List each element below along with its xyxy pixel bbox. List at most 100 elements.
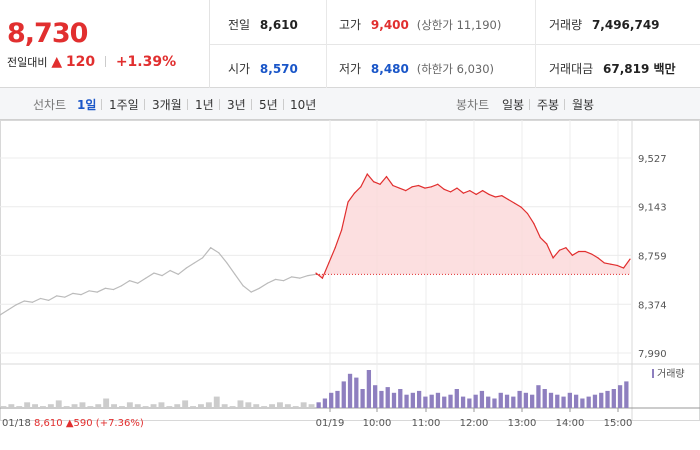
prev-day-point	[56, 295, 58, 297]
today-point	[520, 206, 522, 208]
up-arrow-icon: ▲	[51, 54, 63, 70]
today-point	[475, 193, 477, 196]
tab-divider	[187, 99, 188, 110]
volume-bar-today	[561, 396, 566, 408]
y-tick-label: 9,527	[638, 154, 667, 165]
volume-bar-prev	[229, 406, 236, 408]
volume-bar-today	[385, 387, 390, 408]
tab-divider	[101, 99, 102, 110]
tab-monthly-candle[interactable]: 월봉	[572, 98, 595, 112]
prev-day-point	[282, 280, 285, 282]
today-point	[546, 243, 548, 245]
volume-bar-today	[486, 396, 491, 408]
today-point	[558, 249, 561, 251]
today-point	[616, 264, 618, 267]
volume-bar-prev	[198, 404, 204, 408]
volume-bar-today	[536, 385, 541, 408]
candle-chart-header: 봉차트	[456, 98, 490, 112]
open-value: 8,570	[259, 62, 298, 76]
low-label: 저가	[339, 62, 362, 76]
volume-bar-today	[366, 370, 372, 408]
tab-3y[interactable]: 3년	[227, 98, 246, 112]
lower-limit: (하한가 6,030)	[416, 62, 495, 76]
volume-bar-prev	[55, 400, 62, 408]
volume-bar-today	[530, 394, 535, 408]
volume-bar-today	[429, 394, 434, 408]
volume-legend-label: 거래량	[657, 368, 685, 380]
today-point	[584, 250, 586, 253]
tab-divider	[251, 99, 252, 110]
today-point	[488, 193, 490, 196]
prev-day-point	[120, 285, 123, 287]
prev-close: 전일 8,610	[228, 16, 298, 33]
today-point	[629, 258, 631, 260]
tab-daily-candle[interactable]: 일봉	[502, 98, 525, 112]
today-point	[417, 184, 420, 187]
today-point	[539, 236, 541, 239]
tab-divider	[529, 99, 530, 110]
tab-5y[interactable]: 5년	[259, 98, 278, 112]
today-point	[373, 181, 375, 183]
prev-day-point	[185, 267, 187, 269]
today-point	[341, 229, 343, 231]
volume-bar-today	[592, 394, 598, 408]
today-point	[610, 263, 612, 265]
low-price: 저가 8,480 (하한가 6,030)	[339, 60, 494, 77]
today-point	[315, 272, 317, 274]
today-point	[411, 186, 413, 188]
chart-tab-bar: 선차트 1일 1주일 3개월 1년 3년 5년 10년 봉차트 일봉 주봉 월봉	[0, 88, 700, 120]
volume-bar-prev	[8, 404, 15, 408]
high-price: 고가 9,400 (상한가 11,190)	[339, 16, 501, 33]
volume-bar-today	[479, 390, 485, 408]
prev-day-caption: 01/18 8,610 ▲590 (+7.36%)	[2, 418, 144, 429]
tab-1w[interactable]: 1주일	[109, 98, 139, 112]
volume-bar-today	[347, 373, 353, 408]
volume-bar-today	[617, 385, 623, 408]
volume-bar-prev	[150, 404, 157, 408]
volume-bar-prev	[277, 402, 283, 408]
volume-bar-today	[523, 392, 529, 408]
volume-bar-prev	[47, 404, 54, 408]
col-divider	[535, 0, 536, 88]
prev-day-point	[291, 276, 293, 278]
volume-bar-prev	[292, 406, 299, 408]
today-line	[315, 173, 631, 280]
tab-weekly-candle[interactable]: 주봉	[537, 98, 560, 112]
prev-day-change: 590	[74, 418, 93, 429]
prev-day-point	[137, 282, 139, 284]
change-value: 120	[65, 54, 96, 70]
volume-bar-today	[511, 396, 516, 408]
today-point	[507, 198, 509, 201]
tab-3m[interactable]: 3개월	[152, 98, 182, 112]
tab-1y[interactable]: 1년	[195, 98, 214, 112]
line-chart-header: 선차트	[33, 98, 67, 112]
today-point	[603, 262, 605, 264]
prev-day-point	[153, 272, 155, 274]
volume-bar-prev	[16, 406, 23, 408]
y-tick-label: 9,143	[638, 203, 667, 214]
volume-bar-today	[498, 392, 503, 408]
volume-bar-prev	[119, 406, 125, 408]
today-point	[392, 184, 394, 187]
prev-day-point	[15, 304, 17, 306]
axis-labels: 9,527 9,143 8,759 8,374 7,990 01/19 10:00 11:00…	[2, 154, 685, 429]
volume-bar-prev	[126, 402, 133, 408]
prev-day-point	[64, 296, 66, 298]
volume-bar-prev	[95, 404, 102, 408]
volume-bar-prev	[142, 406, 149, 408]
today-point	[328, 262, 330, 264]
volume-bar-today	[391, 392, 397, 408]
volume-bar-prev	[205, 402, 212, 408]
volume-bar-today	[586, 396, 591, 408]
volume-bar-today	[435, 392, 441, 408]
price-chart[interactable]: 9,527 9,143 8,759 8,374 7,990 01/19 10:00 11:00…	[0, 120, 700, 450]
volume-bar-today	[542, 389, 547, 408]
volume-bar-today	[624, 381, 629, 408]
prev-day-close: 8,610	[31, 418, 63, 429]
volume-bar-prev	[253, 404, 260, 408]
volume-bar-prev	[300, 402, 307, 408]
volume-bar-today	[517, 390, 522, 408]
tab-1d[interactable]: 1일	[77, 98, 97, 112]
tab-10y[interactable]: 10년	[290, 98, 317, 112]
prev-day-point	[226, 262, 228, 264]
